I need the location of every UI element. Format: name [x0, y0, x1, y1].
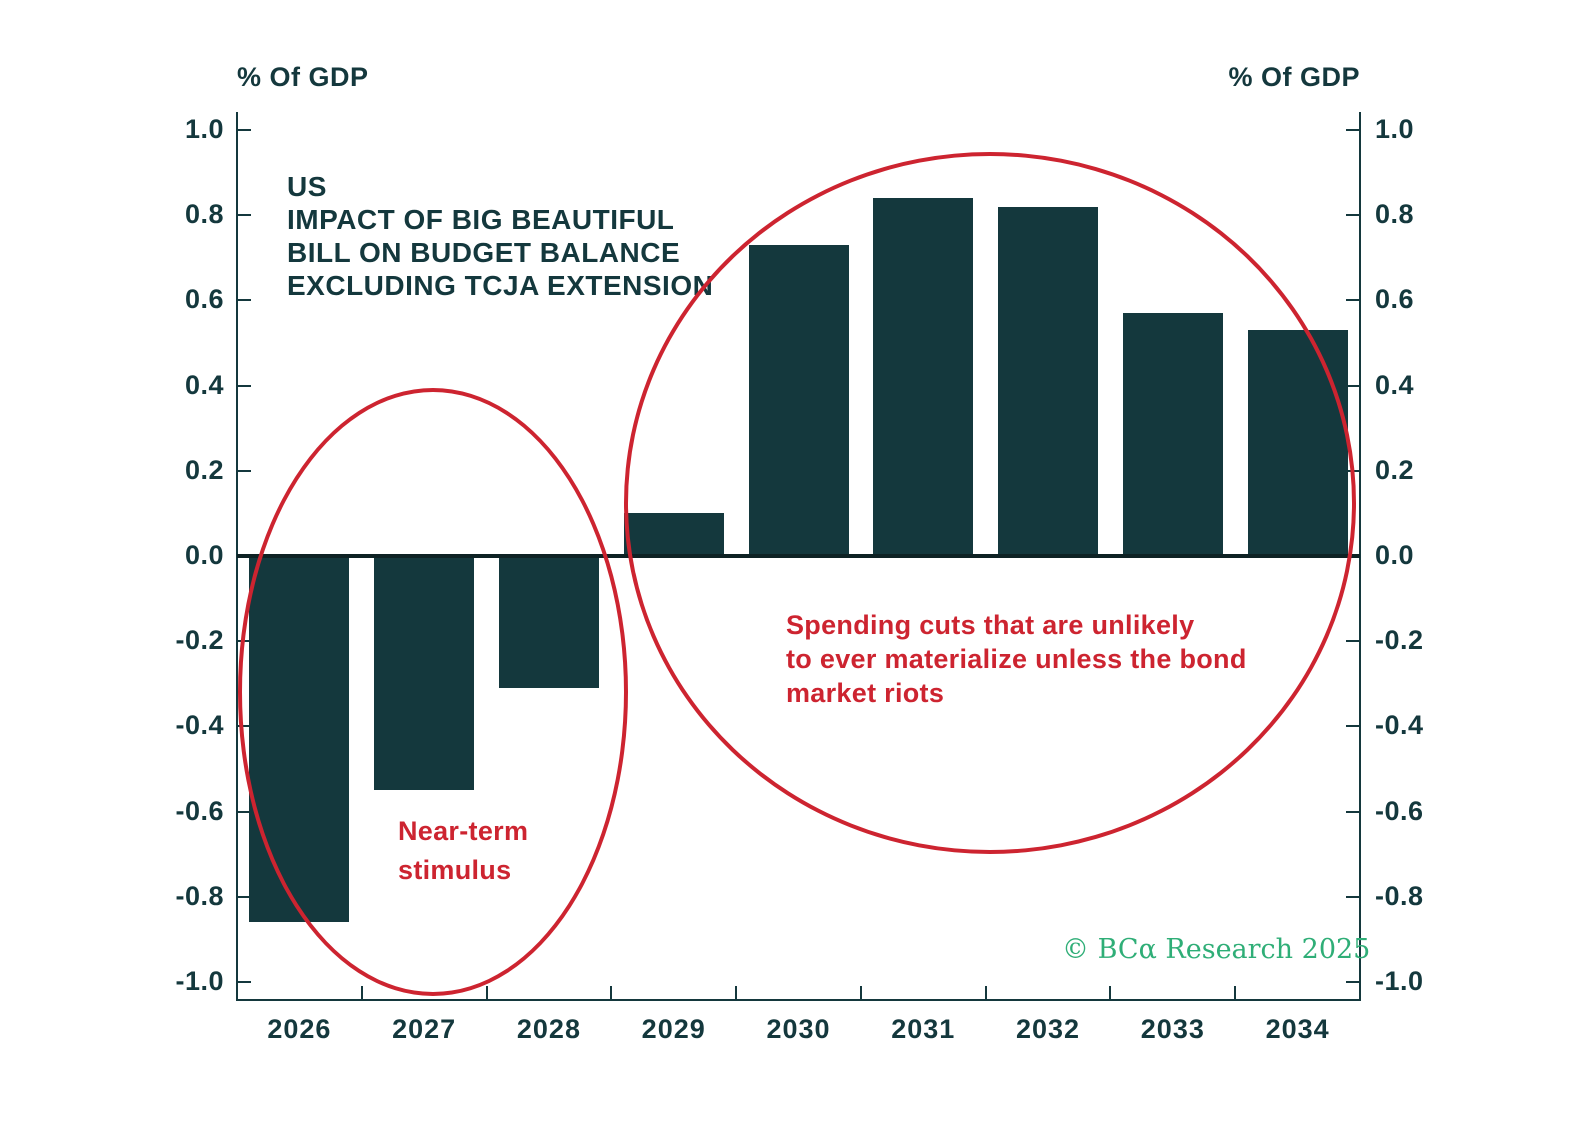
y-tick-left: [237, 299, 251, 302]
y-tick-label-right: -0.6: [1375, 795, 1424, 826]
right-axis-line: [1359, 112, 1361, 1000]
y-tick-left: [237, 384, 251, 387]
y-tick-right: [1346, 640, 1360, 643]
y-tick-label-right: -0.2: [1375, 625, 1424, 656]
y-tick-left: [237, 214, 251, 217]
y-tick-label-right: 0.8: [1375, 199, 1415, 230]
chart-title: US IMPACT OF BIG BEAUTIFUL BILL ON BUDGE…: [287, 171, 714, 301]
y-tick-label-left: 0.4: [184, 369, 224, 400]
x-axis-tick: [984, 986, 987, 1000]
x-axis-tick: [1109, 986, 1112, 1000]
x-axis-tick: [1234, 986, 1237, 1000]
y-tick-left: [237, 129, 251, 131]
y-tick-right: [1346, 981, 1360, 983]
x-axis-tick: [735, 986, 738, 1000]
x-axis-label-2026: 2026: [267, 1014, 332, 1044]
y-tick-label-right: -0.4: [1375, 710, 1424, 741]
x-axis-label-2032: 2032: [1016, 1014, 1081, 1044]
y-tick-left: [237, 469, 251, 472]
y-tick-label-left: 0.8: [184, 199, 224, 230]
y-tick-label-left: 1.0: [184, 114, 224, 144]
y-tick-right: [1346, 725, 1360, 728]
y-tick-right: [1346, 810, 1360, 813]
y-tick-label-right: -1.0: [1375, 966, 1424, 996]
y-tick-right: [1346, 214, 1360, 217]
x-axis-label-2034: 2034: [1265, 1014, 1330, 1044]
x-axis-label-2029: 2029: [641, 1014, 706, 1044]
y-tick-label-right: 0.6: [1375, 284, 1415, 315]
annotation-near-term-stimulus: Near-term stimulus: [398, 816, 529, 885]
y-tick-right: [1346, 384, 1360, 387]
x-axis-tick: [859, 986, 862, 1000]
y-tick-right: [1346, 129, 1360, 131]
y-tick-left: [237, 810, 251, 813]
y-axis-label-right: % Of GDP: [1228, 62, 1360, 92]
y-tick-label-right: 1.0: [1375, 114, 1415, 144]
x-axis-label-2028: 2028: [516, 1014, 581, 1044]
y-tick-label-left: -0.2: [175, 625, 224, 656]
y-tick-label-right: 0.0: [1375, 540, 1415, 570]
y-tick-label-left: -0.4: [175, 710, 224, 741]
y-tick-left: [237, 895, 251, 898]
y-tick-label-right: 0.2: [1375, 454, 1415, 485]
x-axis-label-2030: 2030: [766, 1014, 831, 1044]
x-axis-line: [236, 999, 1361, 1001]
y-tick-label-left: -0.6: [175, 795, 224, 826]
x-axis-tick: [360, 986, 363, 1000]
annotation-ellipse-spending-cuts: [624, 152, 1356, 854]
y-tick-label-left: 0.0: [184, 540, 224, 570]
x-axis-label-2031: 2031: [891, 1014, 956, 1044]
y-tick-label-left: -1.0: [175, 966, 224, 996]
y-tick-right: [1346, 895, 1360, 898]
y-tick-label-right: -0.8: [1375, 880, 1424, 911]
x-axis-label-2027: 2027: [392, 1014, 457, 1044]
y-tick-label-left: 0.6: [184, 284, 224, 315]
y-tick-label-left: 0.2: [184, 454, 224, 485]
y-tick-right: [1346, 299, 1360, 302]
x-axis-tick: [610, 986, 613, 1000]
y-tick-left: [237, 981, 251, 983]
annotation-spending-cuts: Spending cuts that are unlikely to ever …: [786, 610, 1247, 708]
y-axis-label-left: % Of GDP: [237, 62, 369, 92]
annotation-ellipse-near-term: [238, 388, 628, 996]
y-tick-label-left: -0.8: [175, 880, 224, 911]
source-credit: © BCα Research 2025: [1062, 934, 1371, 965]
x-axis-label-2033: 2033: [1140, 1014, 1205, 1044]
y-tick-label-right: 0.4: [1375, 369, 1415, 400]
x-axis-tick: [485, 986, 488, 1000]
